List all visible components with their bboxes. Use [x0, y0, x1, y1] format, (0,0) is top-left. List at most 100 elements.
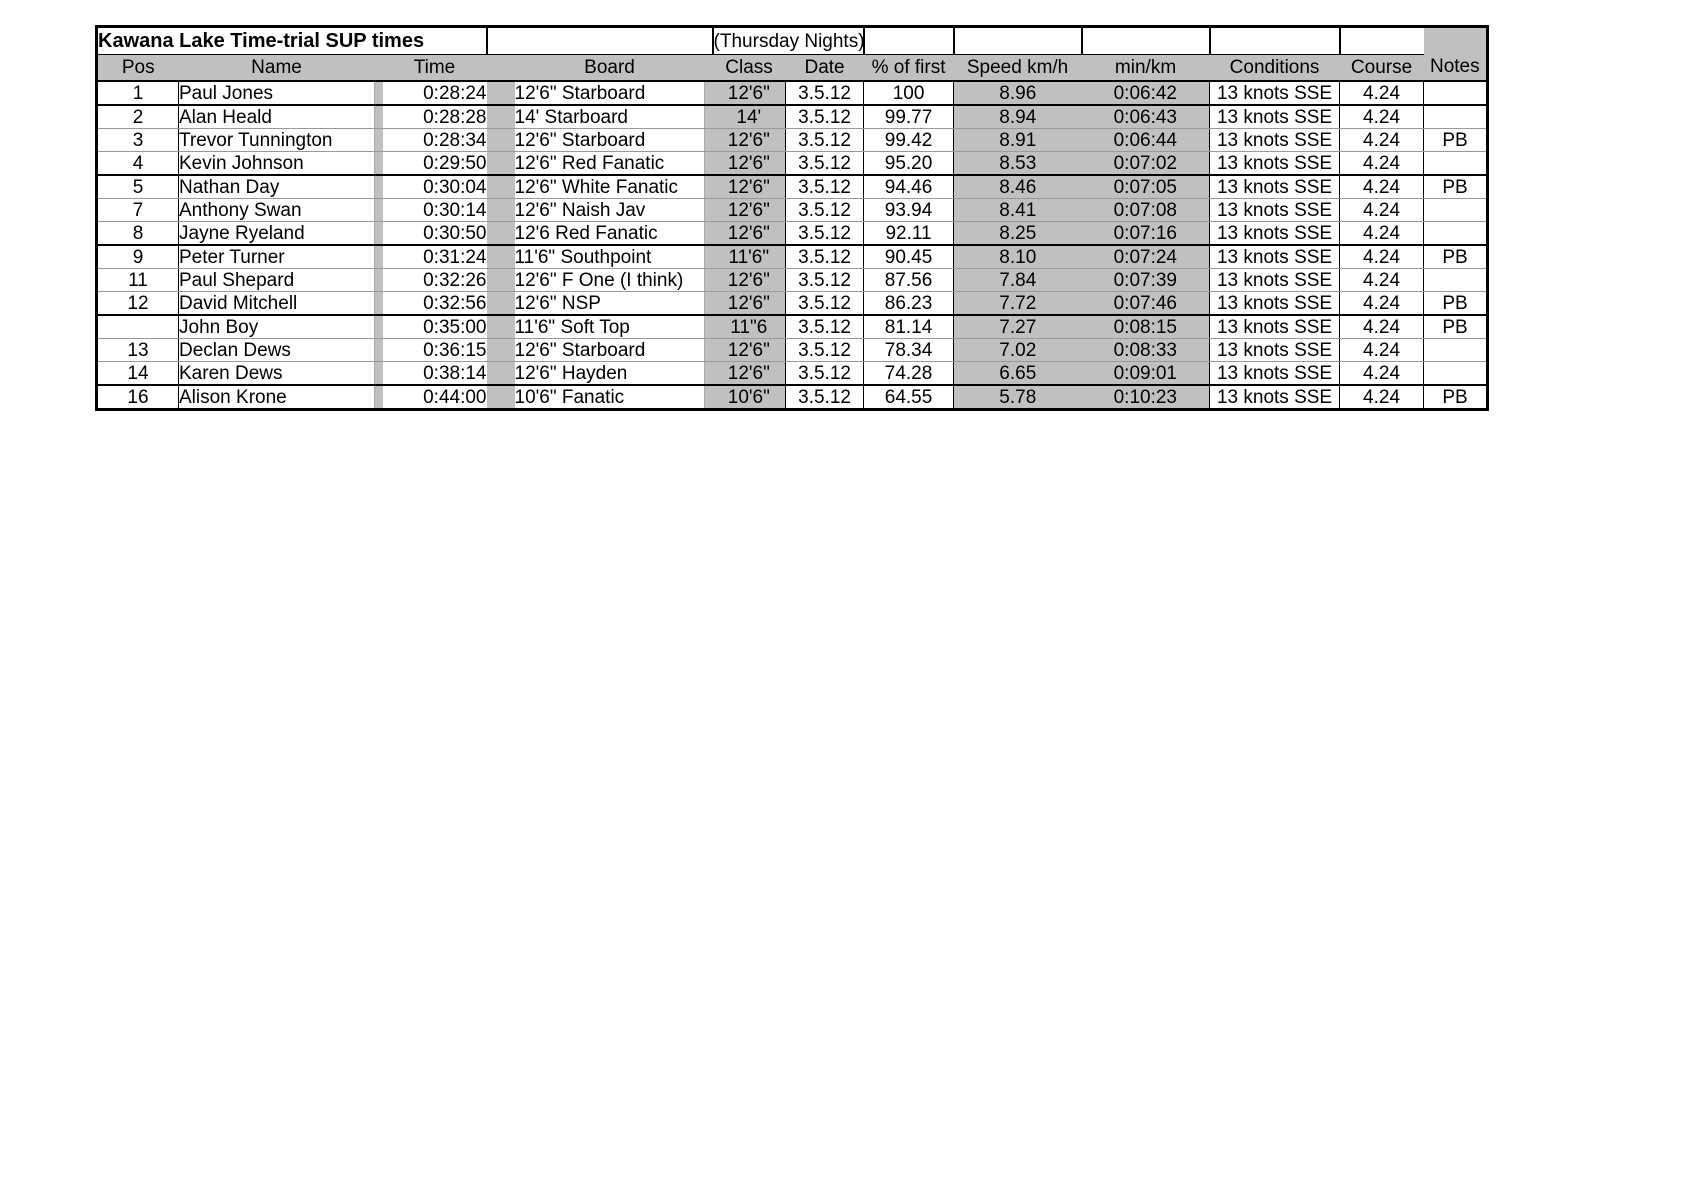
- cell-pct-of-first: 86.23: [863, 291, 955, 316]
- column-header-board: Board: [514, 54, 705, 82]
- cell-pos: 14: [96, 361, 179, 386]
- cell-conditions: 13 knots SSE: [1209, 175, 1341, 199]
- cell-board: 12'6" F One (I think): [514, 268, 706, 292]
- title-row: Kawana Lake Time-trial SUP times (Thursda…: [96, 26, 1488, 55]
- column-header-date: Date: [785, 54, 864, 82]
- cell-time: 0:32:26: [382, 268, 487, 292]
- cell-class: 12'6": [712, 338, 786, 362]
- cell-notes: PB: [1423, 385, 1488, 411]
- cell-course: 4.24: [1339, 338, 1425, 362]
- cell-notes: [1423, 221, 1488, 246]
- row-gutter-6: [704, 338, 713, 362]
- row-gutter-2: [374, 338, 383, 362]
- row-gutter-4: [486, 81, 515, 106]
- cell-min-per-km: 0:06:43: [1081, 105, 1210, 129]
- table-row: 9 Peter Turner 0:31:24 11'6" Southpoint 11'6…: [96, 245, 1488, 269]
- cell-notes: [1423, 361, 1488, 386]
- cell-pct-of-first: 92.11: [863, 221, 955, 246]
- row-gutter-4: [486, 221, 515, 246]
- cell-board: 12'6" Hayden: [514, 361, 706, 386]
- cell-min-per-km: 0:07:46: [1081, 291, 1210, 316]
- cell-date: 3.5.12: [785, 268, 865, 292]
- cell-speed: 7.27: [953, 315, 1082, 339]
- cell-board: 11'6" Soft Top: [514, 315, 706, 339]
- row-gutter-6: [704, 315, 713, 339]
- cell-board: 10'6" Fanatic: [514, 385, 706, 411]
- sheet-subtitle: (Thursday Nights): [712, 26, 865, 55]
- row-gutter-2: [374, 385, 383, 411]
- row-gutter-6: [704, 81, 713, 106]
- cell-pct-of-first: 100: [863, 81, 955, 106]
- cell-name: David Mitchell: [178, 291, 375, 316]
- cell-time: 0:29:50: [382, 151, 487, 176]
- cell-speed: 5.78: [953, 385, 1082, 411]
- cell-class: 12'6": [712, 128, 786, 152]
- cell-conditions: 13 knots SSE: [1209, 245, 1341, 269]
- cell-speed: 8.53: [953, 151, 1082, 176]
- title-spacer-right-2: [953, 26, 1083, 55]
- cell-speed: 6.65: [953, 361, 1082, 386]
- column-header-notes: Notes: [1423, 54, 1488, 82]
- cell-conditions: 13 knots SSE: [1209, 315, 1341, 339]
- cell-board: 12'6" Starboard: [514, 128, 706, 152]
- table-row: 5 Nathan Day 0:30:04 12'6" White Fanatic 12'…: [96, 175, 1488, 199]
- cell-name: Alan Heald: [178, 105, 375, 129]
- cell-time: 0:38:14: [382, 361, 487, 386]
- cell-name: Anthony Swan: [178, 198, 375, 222]
- cell-notes: [1423, 105, 1488, 129]
- row-gutter-4: [486, 268, 515, 292]
- row-gutter-6: [704, 385, 713, 411]
- row-gutter-6: [704, 151, 713, 176]
- cell-notes: PB: [1423, 128, 1488, 152]
- column-header-course: Course: [1339, 54, 1424, 82]
- cell-conditions: 13 knots SSE: [1209, 128, 1341, 152]
- cell-time: 0:35:00: [382, 315, 487, 339]
- cell-course: 4.24: [1339, 151, 1425, 176]
- row-gutter-2: [374, 291, 383, 316]
- cell-pct-of-first: 74.28: [863, 361, 955, 386]
- row-gutter-2: [374, 175, 383, 199]
- header-row: Pos Name Time Board Class Date% of first Speed…: [96, 54, 1488, 82]
- cell-min-per-km: 0:07:24: [1081, 245, 1210, 269]
- cell-pct-of-first: 93.94: [863, 198, 955, 222]
- row-gutter-4: [486, 315, 515, 339]
- cell-pos: 16: [96, 385, 179, 411]
- cell-class: 12'6": [712, 268, 786, 292]
- row-gutter-4: [486, 198, 515, 222]
- row-gutter-4: [486, 128, 515, 152]
- row-gutter-6: [704, 268, 713, 292]
- cell-conditions: 13 knots SSE: [1209, 338, 1341, 362]
- cell-name: John Boy: [178, 315, 375, 339]
- cell-notes: [1423, 268, 1488, 292]
- cell-class: 12'6": [712, 175, 786, 199]
- cell-pos: 13: [96, 338, 179, 362]
- cell-course: 4.24: [1339, 221, 1425, 246]
- cell-pos: 2: [96, 105, 179, 129]
- row-gutter-2: [374, 361, 383, 386]
- cell-class: 11"6: [712, 315, 786, 339]
- cell-notes: [1423, 338, 1488, 362]
- cell-notes: PB: [1423, 175, 1488, 199]
- cell-min-per-km: 0:07:05: [1081, 175, 1210, 199]
- row-gutter-2: [374, 245, 383, 269]
- cell-time: 0:36:15: [382, 338, 487, 362]
- header-gutter-6: [704, 54, 713, 82]
- cell-name: Karen Dews: [178, 361, 375, 386]
- cell-conditions: 13 knots SSE: [1209, 268, 1341, 292]
- cell-speed: 8.91: [953, 128, 1082, 152]
- cell-notes: PB: [1423, 315, 1488, 339]
- cell-time: 0:44:00: [382, 385, 487, 411]
- cell-conditions: 13 knots SSE: [1209, 151, 1341, 176]
- cell-speed: 7.84: [953, 268, 1082, 292]
- table-row: 14 Karen Dews 0:38:14 12'6" Hayden 12'6" 3.5.…: [96, 361, 1488, 386]
- table-row: 7 Anthony Swan 0:30:14 12'6" Naish Jav 12'6"…: [96, 198, 1488, 222]
- cell-pct-of-first: 78.34: [863, 338, 955, 362]
- cell-speed: 8.46: [953, 175, 1082, 199]
- cell-pct-of-first: 81.14: [863, 315, 955, 339]
- column-header-class: Class: [712, 54, 786, 82]
- cell-date: 3.5.12: [785, 361, 865, 386]
- cell-conditions: 13 knots SSE: [1209, 221, 1341, 246]
- cell-date: 3.5.12: [785, 385, 865, 411]
- cell-name: Alison Krone: [178, 385, 375, 411]
- cell-pct-of-first: 87.56: [863, 268, 955, 292]
